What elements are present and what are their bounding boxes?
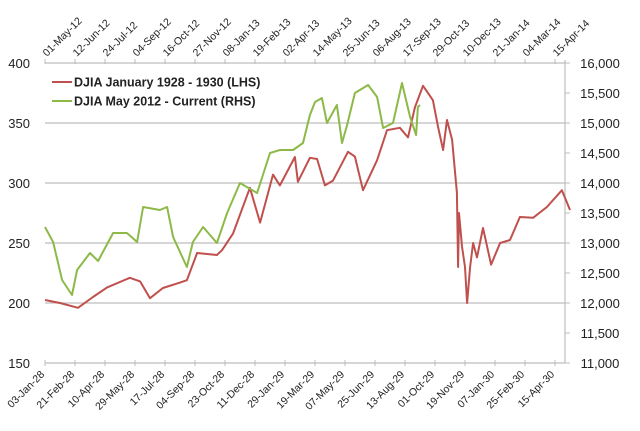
left-axis-tick-label: 200 [8, 296, 30, 311]
right-axis-tick-label: 11,000 [581, 356, 620, 371]
left-axis-tick-label: 400 [8, 56, 30, 71]
left-axis-tick-label: 350 [8, 116, 30, 131]
series-line-djia-1928-1930 [44, 84, 571, 309]
legend: DJIA January 1928 - 1930 (LHS) DJIA May 2… [52, 76, 260, 109]
gridlines [45, 62, 565, 364]
right-axis-tick-label: 15,500 [580, 86, 620, 101]
right-axis-tick-label: 15,000 [580, 116, 620, 131]
right-axis-tick-label: 12,000 [580, 296, 620, 311]
right-axis-tick-label: 13,500 [580, 206, 620, 221]
right-axis-tick-label: 11,500 [581, 326, 620, 341]
right-axis-tick-label: 16,000 [580, 56, 620, 71]
series-lines [44, 82, 571, 309]
left-axis-tick-label: 300 [8, 176, 30, 191]
right-axis-tick-label: 13,000 [580, 236, 620, 251]
right-axis-tick-label: 14,000 [580, 176, 620, 191]
right-axis-tick-label: 12,500 [580, 266, 620, 281]
legend-label: DJIA January 1928 - 1930 (LHS) [74, 76, 260, 90]
left-axis-tick-label: 250 [8, 236, 30, 251]
series-line-djia-2012-current [44, 82, 421, 296]
right-axis-tick-label: 14,500 [580, 146, 620, 161]
legend-label: DJIA May 2012 - Current (RHS) [74, 95, 256, 109]
left-axis-tick-label: 150 [8, 356, 30, 371]
